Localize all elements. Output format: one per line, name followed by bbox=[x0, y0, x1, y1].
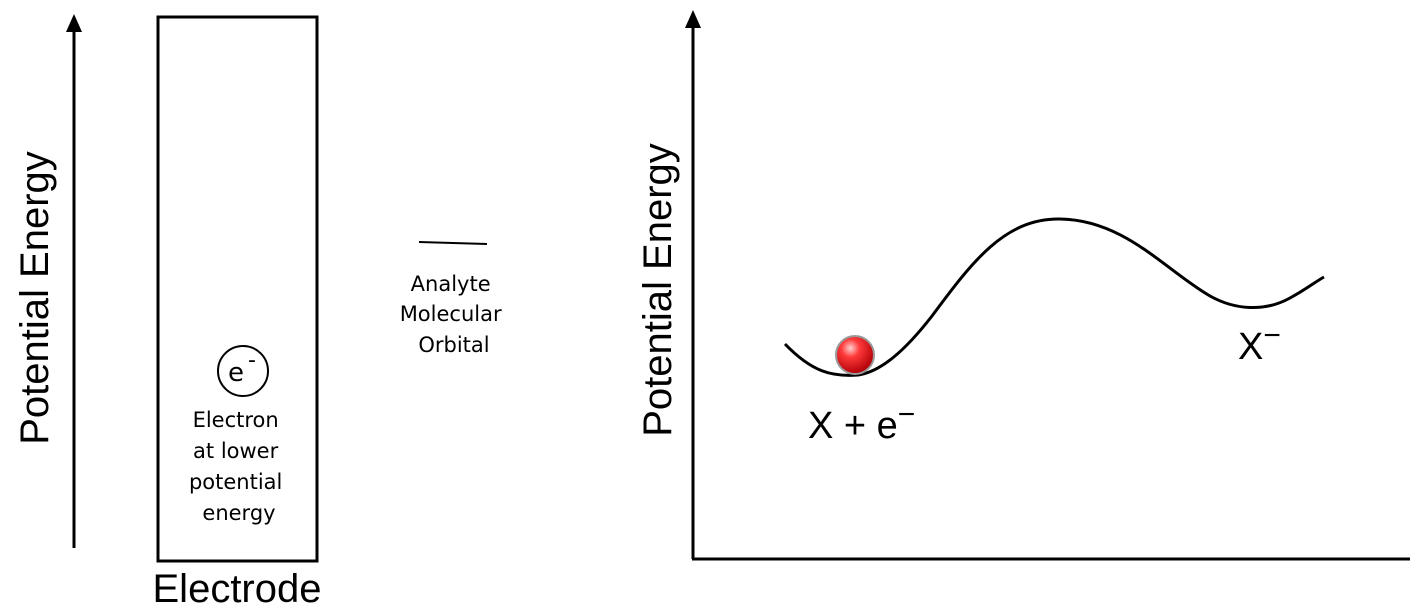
electron-caption-line-4: energy bbox=[202, 501, 275, 525]
product-label-text: X bbox=[1238, 326, 1263, 368]
orbital-level-line bbox=[418, 241, 488, 245]
left-energy-axis bbox=[66, 14, 82, 548]
reactant-charge: − bbox=[898, 398, 916, 431]
orbital-caption-line-1: Analyte bbox=[411, 272, 491, 296]
left-axis-arrowhead bbox=[66, 14, 82, 32]
product-label: X− bbox=[1238, 319, 1281, 368]
electron-circle bbox=[217, 345, 269, 397]
electron-letter: e bbox=[228, 358, 244, 388]
electron-caption-line-2: at lower bbox=[193, 439, 279, 463]
electron-ball bbox=[835, 335, 875, 375]
electron-charge: - bbox=[248, 348, 256, 373]
reactant-label: X + e− bbox=[808, 398, 915, 447]
product-charge: − bbox=[1263, 319, 1281, 352]
orbital-caption-line-2: Molecular bbox=[400, 302, 502, 326]
left-y-axis-label: Potential Energy bbox=[13, 151, 57, 445]
right-y-axis-arrowhead bbox=[685, 10, 701, 28]
electrode-label: Electrode bbox=[153, 567, 322, 611]
reactant-label-text: X + e bbox=[808, 405, 898, 447]
right-y-axis-label: Potential Energy bbox=[636, 143, 680, 437]
right-axes bbox=[685, 10, 1410, 561]
orbital-caption: Analyte Molecular Orbital bbox=[400, 272, 509, 357]
energy-curve bbox=[783, 217, 1325, 377]
electron-caption-line-3: potential bbox=[189, 470, 282, 494]
electron-caption-line-1: Electron bbox=[193, 408, 279, 432]
electron-caption: Electron at lower potential energy bbox=[189, 408, 289, 525]
orbital-caption-line-3: Orbital bbox=[418, 333, 489, 357]
electrode-box bbox=[156, 15, 319, 563]
electron-symbol: e - bbox=[217, 345, 269, 397]
